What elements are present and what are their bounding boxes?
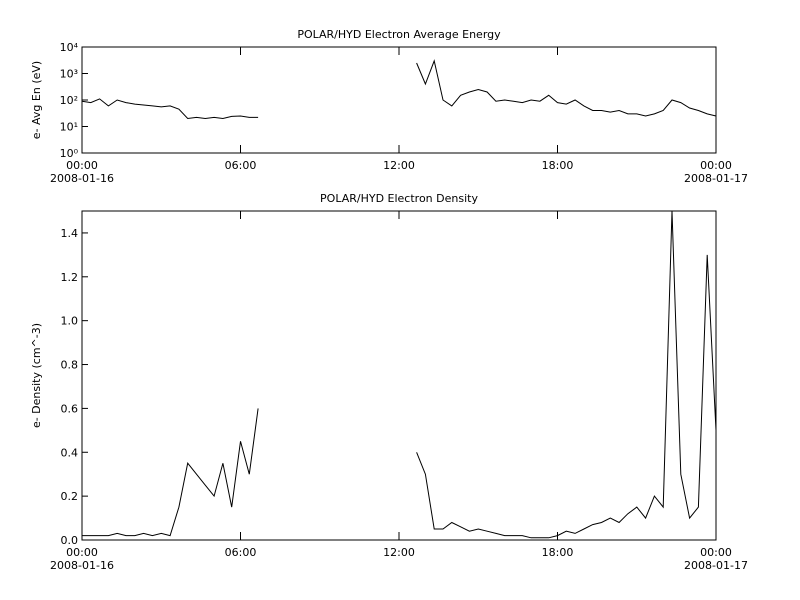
x-tick-label: 12:00 (383, 159, 415, 172)
y-tick-label: 0.0 (61, 534, 79, 547)
data-line (82, 210, 717, 539)
y-tick-label: 10³ (60, 68, 78, 81)
chart-title: POLAR/HYD Electron Average Energy (297, 28, 501, 41)
x-tick-label: 18:00 (542, 159, 574, 172)
x-tick-label: 00:00 2008-01-16 (50, 159, 114, 185)
y-tick-label: 1.2 (61, 271, 79, 284)
y-tick-label: 1.0 (61, 315, 79, 328)
plot-frame (81, 210, 717, 541)
y-axis-label: e- Density (cm^-3) (30, 323, 43, 428)
y-tick-label: 0.8 (61, 359, 79, 372)
x-tick-label: 06:00 (225, 546, 257, 559)
y-tick-label: 0.4 (61, 446, 79, 459)
y-tick-label: 10⁰ (60, 147, 79, 160)
chart-title: POLAR/HYD Electron Density (320, 192, 478, 205)
x-tick-label: 12:00 (383, 546, 415, 559)
x-tick-label: 00:00 2008-01-17 (684, 546, 748, 572)
x-tick-label: 00:00 2008-01-17 (684, 159, 748, 185)
plot-frame (81, 46, 717, 154)
y-tick-label: 0.6 (61, 402, 79, 415)
x-tick-label: 18:00 (542, 546, 574, 559)
y-tick-label: 10⁴ (60, 41, 79, 54)
y-tick-label: 1.4 (61, 227, 79, 240)
y-tick-label: 10¹ (60, 121, 78, 134)
y-tick-label: 10² (60, 94, 78, 107)
y-tick-label: 0.2 (61, 490, 79, 503)
data-line (81, 59, 717, 120)
x-tick-label: 00:00 2008-01-16 (50, 546, 114, 572)
x-tick-label: 06:00 (225, 159, 257, 172)
y-axis-label: e- Avg En (eV) (30, 61, 43, 139)
